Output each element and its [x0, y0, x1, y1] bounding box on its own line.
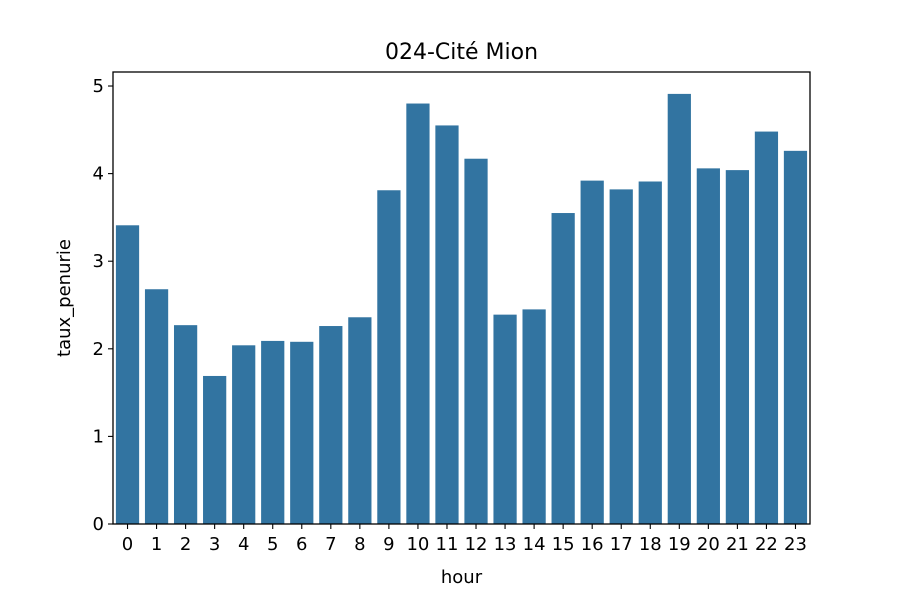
bar-hour-11: [435, 125, 459, 525]
bar-hour-18: [638, 181, 662, 524]
x-tick-label: 15: [552, 534, 575, 555]
bars-group: [115, 93, 808, 525]
bar-hour-6: [290, 341, 314, 524]
x-tick-label: 10: [406, 534, 429, 555]
bar-hour-19: [667, 93, 691, 525]
bar-hour-23: [783, 150, 808, 524]
x-tick-label: 5: [267, 534, 278, 555]
bar-hour-5: [261, 340, 285, 524]
bar-hour-21: [725, 170, 750, 525]
x-tick-label: 0: [122, 534, 133, 555]
x-tick-label: 18: [639, 534, 662, 555]
x-tick-label: 22: [755, 534, 778, 555]
bar-hour-13: [493, 314, 517, 524]
y-tick-label: 2: [93, 339, 104, 360]
bar-hour-9: [377, 190, 401, 524]
x-tick-label: 9: [383, 534, 394, 555]
bar-hour-2: [173, 325, 198, 524]
x-tick-label: 12: [465, 534, 488, 555]
x-tick-label: 19: [668, 534, 691, 555]
x-tick-label: 14: [523, 534, 546, 555]
x-tick-label: 23: [784, 534, 807, 555]
y-tick-label: 1: [93, 426, 104, 447]
x-axis: 0 1 2 3 4 5 6 7 8 9 10 11 12 13 14 15 16 17 18 19 20 21 22 23: [122, 524, 807, 555]
x-tick-label: 20: [697, 534, 720, 555]
x-axis-label: hour: [441, 567, 483, 588]
bar-hour-12: [464, 158, 488, 524]
x-tick-label: 4: [238, 534, 249, 555]
bar-hour-4: [232, 345, 256, 524]
bar-hour-8: [348, 317, 372, 524]
x-tick-label: 16: [581, 534, 604, 555]
x-tick-label: 13: [494, 534, 517, 555]
bar-hour-1: [144, 289, 169, 524]
x-tick-label: 6: [296, 534, 307, 555]
bar-hour-15: [551, 213, 575, 524]
x-tick-label: 11: [436, 534, 459, 555]
x-tick-label: 2: [180, 534, 191, 555]
x-tick-label: 7: [325, 534, 336, 555]
bar-hour-0: [115, 225, 140, 525]
bar-hour-10: [406, 103, 430, 524]
x-tick-label: 3: [209, 534, 220, 555]
bar-hour-3: [203, 375, 227, 524]
y-tick-label: 5: [93, 76, 104, 97]
bar-hour-14: [522, 309, 546, 524]
x-tick-label: 17: [610, 534, 633, 555]
bar-hour-20: [696, 168, 720, 525]
plot-frame: [112, 71, 811, 525]
chart-title: 024-Cité Mion: [385, 40, 538, 65]
bar-hour-16: [580, 180, 604, 524]
x-tick-label: 1: [151, 534, 162, 555]
x-tick-label: 21: [726, 534, 749, 555]
y-axis-label: taux_penurie: [54, 239, 75, 357]
bar-hour-17: [609, 189, 633, 524]
y-axis: 0 1 2 3 4 5: [93, 76, 113, 535]
y-tick-label: 3: [93, 251, 104, 272]
y-tick-label: 4: [93, 164, 104, 185]
x-tick-label: 8: [354, 534, 365, 555]
bar-hour-7: [319, 326, 343, 524]
y-tick-label: 0: [93, 514, 104, 535]
bar-hour-22: [754, 131, 779, 524]
